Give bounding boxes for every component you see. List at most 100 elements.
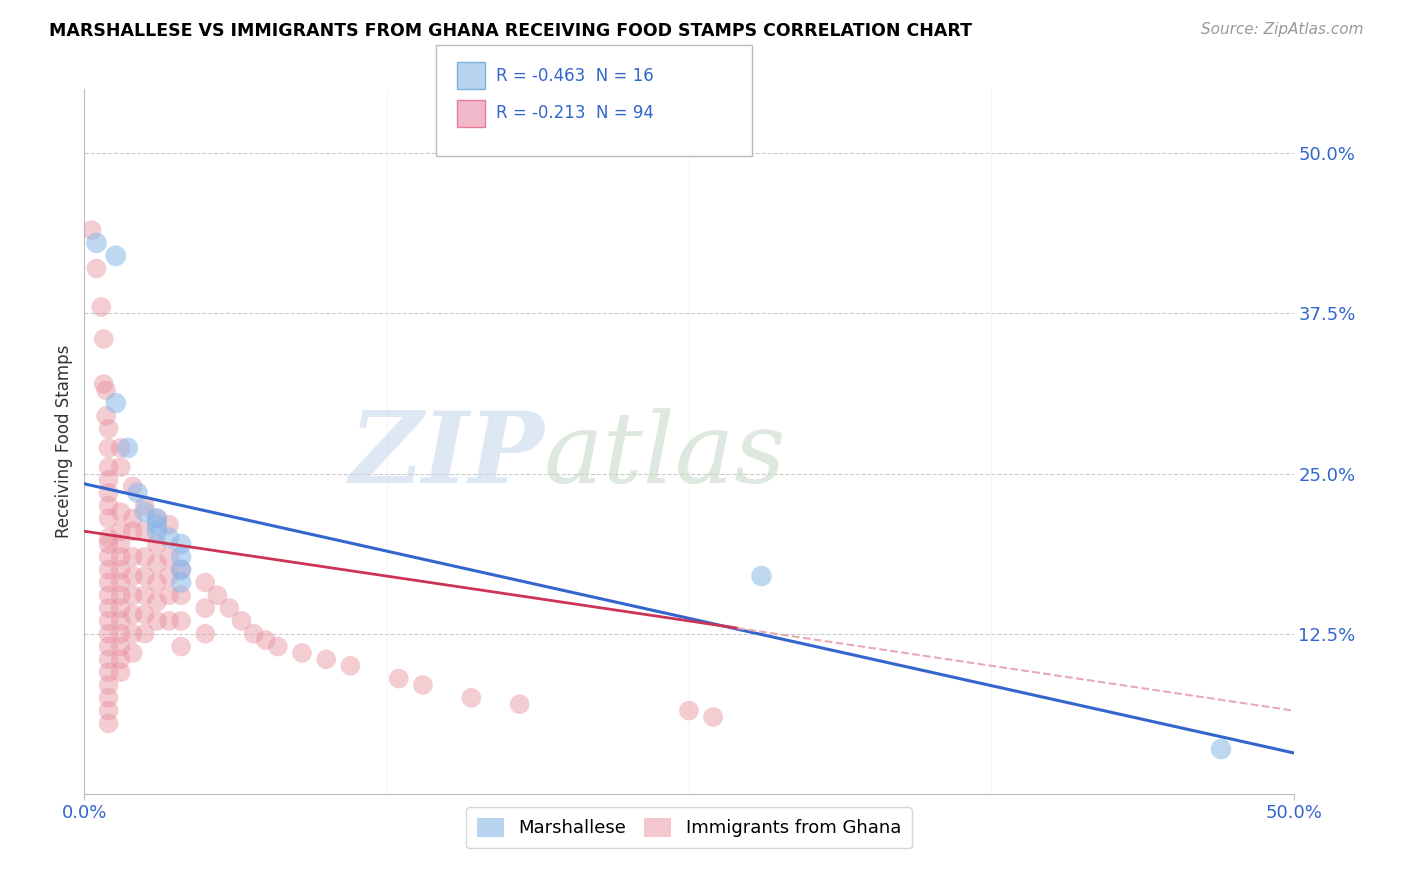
Point bbox=[110, 460, 132, 475]
Point bbox=[117, 441, 139, 455]
Point bbox=[97, 716, 120, 731]
Point bbox=[170, 614, 193, 628]
Point bbox=[97, 549, 120, 564]
Point bbox=[86, 235, 108, 250]
Point bbox=[97, 485, 120, 500]
Point bbox=[146, 614, 169, 628]
Point bbox=[97, 460, 120, 475]
Point bbox=[146, 537, 169, 551]
Point bbox=[110, 575, 132, 590]
Point bbox=[207, 588, 229, 602]
Point bbox=[170, 549, 193, 564]
Point bbox=[110, 524, 132, 539]
Point bbox=[134, 499, 156, 513]
Point bbox=[110, 549, 132, 564]
Point bbox=[412, 678, 434, 692]
Point bbox=[170, 575, 193, 590]
Point bbox=[97, 499, 120, 513]
Point bbox=[110, 626, 132, 640]
Y-axis label: Receiving Food Stamps: Receiving Food Stamps bbox=[55, 345, 73, 538]
Point bbox=[94, 384, 117, 398]
Point bbox=[157, 614, 180, 628]
Point bbox=[134, 626, 156, 640]
Point bbox=[97, 511, 120, 525]
Point bbox=[509, 697, 531, 711]
Point bbox=[97, 652, 120, 666]
Point bbox=[134, 549, 156, 564]
Point bbox=[121, 588, 143, 602]
Text: R = -0.463  N = 16: R = -0.463 N = 16 bbox=[496, 67, 654, 85]
Point bbox=[170, 640, 193, 654]
Point bbox=[702, 710, 724, 724]
Point bbox=[104, 249, 127, 263]
Point bbox=[678, 704, 700, 718]
Point bbox=[170, 563, 193, 577]
Point bbox=[170, 588, 193, 602]
Point bbox=[157, 569, 180, 583]
Point bbox=[254, 633, 277, 648]
Point bbox=[146, 511, 169, 525]
Point bbox=[121, 524, 143, 539]
Legend: Marshallese, Immigrants from Ghana: Marshallese, Immigrants from Ghana bbox=[465, 807, 912, 848]
Point bbox=[339, 658, 361, 673]
Point bbox=[134, 588, 156, 602]
Point bbox=[460, 690, 482, 705]
Point bbox=[194, 626, 217, 640]
Point bbox=[110, 441, 132, 455]
Point bbox=[110, 640, 132, 654]
Point bbox=[157, 517, 180, 532]
Point bbox=[93, 332, 115, 346]
Point bbox=[121, 549, 143, 564]
Point bbox=[751, 569, 773, 583]
Text: atlas: atlas bbox=[544, 408, 786, 503]
Point bbox=[170, 563, 193, 577]
Point bbox=[110, 652, 132, 666]
Point bbox=[134, 524, 156, 539]
Point bbox=[97, 704, 120, 718]
Point bbox=[97, 640, 120, 654]
Text: Source: ZipAtlas.com: Source: ZipAtlas.com bbox=[1201, 22, 1364, 37]
Point bbox=[291, 646, 314, 660]
Point bbox=[97, 626, 120, 640]
Point bbox=[104, 396, 127, 410]
Point bbox=[97, 678, 120, 692]
Point bbox=[242, 626, 264, 640]
Point bbox=[157, 588, 180, 602]
Point bbox=[121, 569, 143, 583]
Point bbox=[97, 575, 120, 590]
Point bbox=[110, 601, 132, 615]
Text: MARSHALLESE VS IMMIGRANTS FROM GHANA RECEIVING FOOD STAMPS CORRELATION CHART: MARSHALLESE VS IMMIGRANTS FROM GHANA REC… bbox=[49, 22, 972, 40]
Point bbox=[97, 588, 120, 602]
Point bbox=[93, 376, 115, 391]
Point bbox=[121, 511, 143, 525]
Point bbox=[97, 441, 120, 455]
Point bbox=[97, 614, 120, 628]
Point bbox=[110, 537, 132, 551]
Point bbox=[1209, 742, 1232, 756]
Point bbox=[110, 563, 132, 577]
Point bbox=[388, 672, 411, 686]
Point bbox=[80, 223, 103, 237]
Point bbox=[121, 607, 143, 622]
Point bbox=[97, 601, 120, 615]
Point bbox=[146, 556, 169, 570]
Point bbox=[86, 261, 108, 276]
Point bbox=[97, 665, 120, 680]
Point bbox=[97, 473, 120, 487]
Point bbox=[146, 595, 169, 609]
Point bbox=[97, 422, 120, 436]
Point bbox=[194, 575, 217, 590]
Point bbox=[97, 537, 120, 551]
Point bbox=[315, 652, 337, 666]
Point bbox=[231, 614, 253, 628]
Point bbox=[97, 531, 120, 545]
Point bbox=[267, 640, 290, 654]
Point bbox=[218, 601, 240, 615]
Point bbox=[110, 614, 132, 628]
Point bbox=[157, 531, 180, 545]
Point bbox=[110, 665, 132, 680]
Point bbox=[97, 690, 120, 705]
Point bbox=[121, 479, 143, 493]
Point bbox=[157, 549, 180, 564]
Point bbox=[134, 607, 156, 622]
